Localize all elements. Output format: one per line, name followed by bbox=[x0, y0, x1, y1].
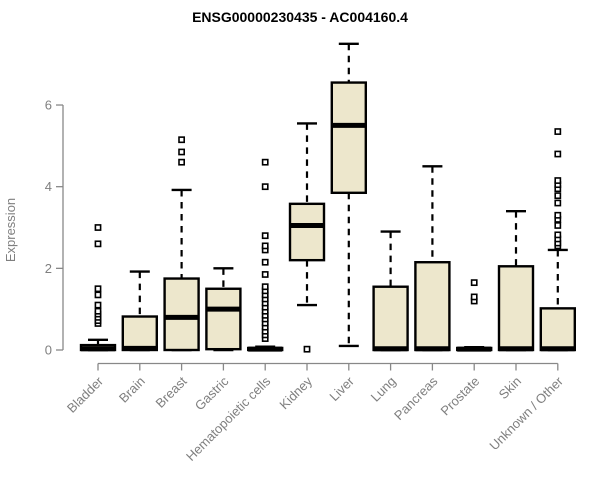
outlier-unknown-other bbox=[554, 222, 562, 229]
box-gastric bbox=[205, 287, 242, 351]
outlier-unknown-other bbox=[554, 231, 562, 239]
outlier-prostate bbox=[470, 293, 478, 301]
box-unknown-other bbox=[539, 307, 576, 352]
box-pancreas bbox=[414, 261, 451, 352]
box-breast bbox=[163, 277, 200, 352]
x-tick-label-gastric: Gastric bbox=[192, 373, 232, 413]
x-tick-label-unknown-other: Unknown / Other bbox=[486, 373, 566, 453]
y-tick-label: 0 bbox=[45, 343, 52, 358]
box-kidney bbox=[288, 202, 326, 262]
outlier-bladder bbox=[94, 301, 102, 309]
outlier-bladder bbox=[94, 291, 102, 299]
outlier-unknown-other bbox=[554, 177, 562, 184]
outlier-hematopoietic-cells bbox=[261, 283, 269, 291]
outlier-hematopoietic-cells bbox=[261, 271, 269, 278]
outlier-hematopoietic-cells bbox=[261, 258, 269, 266]
outlier-hematopoietic-cells bbox=[261, 242, 269, 250]
outlier-bladder bbox=[94, 224, 102, 231]
box-liver bbox=[330, 81, 367, 195]
outlier-unknown-other bbox=[554, 150, 562, 158]
outlier-hematopoietic-cells bbox=[261, 183, 269, 191]
y-tick-label: 4 bbox=[45, 179, 52, 194]
outlier-hematopoietic-cells bbox=[261, 158, 269, 166]
outlier-prostate bbox=[470, 279, 478, 287]
box-lung bbox=[372, 285, 409, 352]
outlier-hematopoietic-cells bbox=[261, 232, 269, 240]
x-tick-label-kidney: Kidney bbox=[276, 373, 315, 412]
outlier-bladder bbox=[94, 285, 102, 293]
x-tick-label-bladder: Bladder bbox=[64, 373, 107, 416]
outlier-bladder bbox=[94, 307, 102, 315]
x-tick-label-skin: Skin bbox=[496, 374, 524, 402]
y-axis-label: Expression bbox=[3, 198, 18, 262]
box-brain bbox=[121, 315, 159, 352]
x-tick-label-brain: Brain bbox=[116, 374, 148, 406]
x-tick-label-liver: Liver bbox=[326, 373, 357, 404]
x-tick-label-prostate: Prostate bbox=[437, 374, 482, 419]
outlier-breast bbox=[178, 136, 185, 144]
y-tick-label: 2 bbox=[45, 261, 52, 276]
outlier-unknown-other bbox=[554, 192, 562, 200]
outlier-bladder bbox=[94, 240, 102, 248]
outlier-unknown-other bbox=[554, 128, 562, 135]
x-tick-label-pancreas: Pancreas bbox=[391, 373, 441, 423]
chart-title: ENSG00000230435 - AC004160.4 bbox=[192, 9, 408, 25]
x-tick-label-breast: Breast bbox=[153, 373, 190, 410]
outlier-unknown-other bbox=[554, 199, 562, 207]
outlier-breast bbox=[178, 158, 185, 166]
y-tick-label: 6 bbox=[45, 98, 52, 113]
outlier-unknown-other bbox=[554, 211, 562, 219]
box-skin bbox=[497, 265, 535, 352]
outlier-breast bbox=[178, 148, 185, 156]
x-tick-label-lung: Lung bbox=[368, 374, 399, 405]
outlier-kidney bbox=[303, 345, 311, 353]
